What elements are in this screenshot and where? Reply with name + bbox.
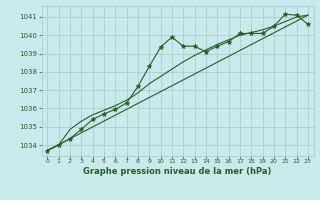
X-axis label: Graphe pression niveau de la mer (hPa): Graphe pression niveau de la mer (hPa) [84,167,272,176]
